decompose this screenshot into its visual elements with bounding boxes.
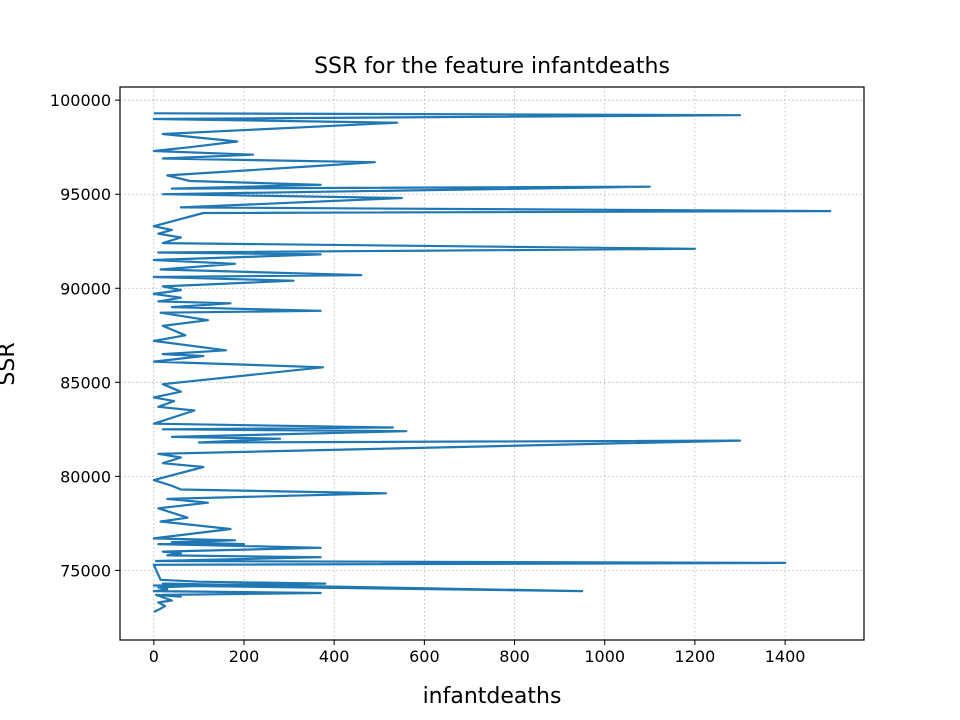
series-line [152, 112, 832, 613]
x-tick-label: 200 [229, 647, 260, 666]
y-tick-label: 95000 [60, 185, 111, 204]
x-tick-label: 0 [149, 647, 159, 666]
x-tick-label: 1200 [675, 647, 716, 666]
y-tick-label: 90000 [60, 279, 111, 298]
plot-area [152, 112, 832, 613]
y-tick-label: 100000 [50, 91, 111, 110]
x-axis: 0 200 400 600 800 1000 1200 1400 [149, 640, 806, 666]
grid [120, 87, 864, 640]
x-tick-label: 800 [499, 647, 530, 666]
x-tick-label: 600 [409, 647, 440, 666]
y-tick-label: 80000 [60, 467, 111, 486]
axes-frame [119, 86, 865, 641]
x-tick-label: 1000 [584, 647, 625, 666]
y-tick-label: 75000 [60, 561, 111, 580]
x-tick-label: 400 [319, 647, 350, 666]
y-axis-label: SSR [0, 342, 20, 385]
x-axis-label: infantdeaths [423, 684, 562, 709]
x-tick-label: 1400 [765, 647, 806, 666]
y-tick-label: 85000 [60, 373, 111, 392]
chart-title: SSR for the feature infantdeaths [314, 54, 670, 79]
y-axis: 75000 80000 85000 90000 95000 100000 [50, 91, 120, 580]
